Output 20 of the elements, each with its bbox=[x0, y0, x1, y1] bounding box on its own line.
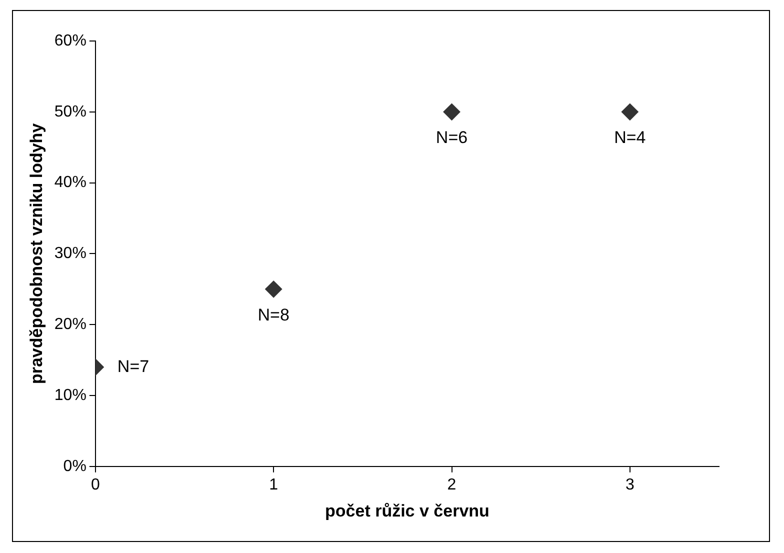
y-tick-label: 60% bbox=[54, 32, 86, 50]
y-tick-label: 50% bbox=[54, 103, 86, 120]
x-tick-label: 0 bbox=[90, 476, 100, 494]
annotation: N=6 bbox=[436, 128, 468, 148]
point bbox=[265, 280, 282, 298]
point bbox=[443, 103, 460, 120]
y-tick-label: 30% bbox=[54, 245, 86, 262]
annotation: N=7 bbox=[117, 356, 150, 376]
y-axis-title: pravděpodobnost vzniku lodyhy bbox=[26, 122, 46, 384]
y-tick-label: 0% bbox=[63, 458, 86, 475]
point bbox=[621, 103, 638, 120]
x-axis-title: počet růžic v červnu bbox=[325, 501, 490, 520]
y-tick-label: 20% bbox=[54, 316, 86, 334]
annotation: N=4 bbox=[614, 128, 646, 148]
y-tick-label: 10% bbox=[54, 386, 86, 404]
x-tick-label: 3 bbox=[625, 476, 634, 494]
annotation: N=8 bbox=[258, 305, 290, 324]
x-tick-label: 1 bbox=[269, 476, 278, 494]
y-tick-label: 40% bbox=[54, 174, 86, 192]
x-tick-label: 2 bbox=[447, 476, 456, 494]
